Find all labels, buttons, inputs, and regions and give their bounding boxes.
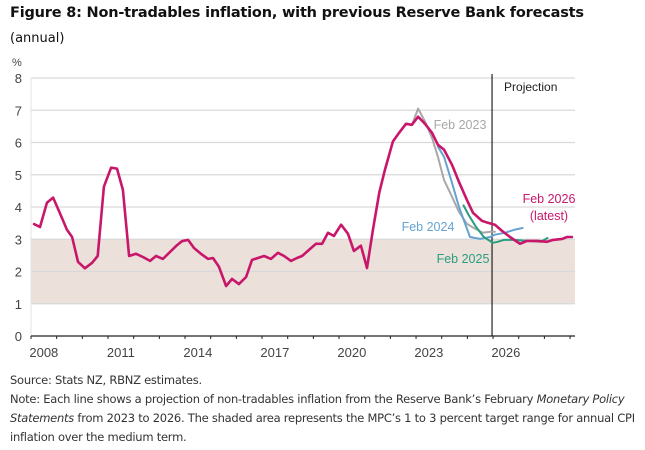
series-line-feb-2023 — [410, 107, 496, 234]
y-tick-label: 4 — [15, 200, 22, 215]
y-tick-label: 3 — [15, 232, 22, 247]
y-tick-label: 8 — [15, 71, 22, 86]
x-tick-label: 2011 — [107, 345, 135, 360]
y-tick-label: 5 — [15, 168, 22, 183]
series-line-feb-2026-latest — [32, 115, 574, 288]
series-label: Feb 2025 — [437, 252, 490, 266]
figure-title: Figure 8: Non-tradables inflation, with … — [10, 5, 584, 21]
x-axis: 2008 2011 2014 2017 2020 2023 2026 — [29, 335, 575, 360]
note-text-2: from 2023 to 2026. The shaded area repre… — [10, 411, 635, 444]
x-tick-label: 2014 — [183, 345, 212, 360]
source-note: Source: Stats NZ, RBNZ estimates. — [10, 373, 202, 387]
y-tick-label: 0 — [15, 329, 22, 344]
series-lines — [32, 107, 574, 288]
note-italic-publication: Monetary Policy Statements — [10, 392, 625, 425]
series-label: (latest) — [530, 209, 568, 223]
y-tick-label: 7 — [15, 103, 22, 118]
x-tick-label: 2023 — [414, 345, 443, 360]
footnotes: Source: Stats NZ, RBNZ estimates. Note: … — [10, 371, 640, 447]
projection-label: Projection — [504, 80, 557, 94]
y-tick-label: 6 — [15, 136, 22, 151]
x-tick-label: 2026 — [491, 345, 520, 360]
series-label: Feb 2026 — [523, 192, 576, 206]
x-tick-label: 2008 — [29, 345, 58, 360]
chart: 0 1 2 3 4 5 6 7 8 % 2008 2011 2014 2017 2020 2023 2026… — [12, 57, 576, 360]
y-tick-label: 1 — [15, 297, 22, 312]
note-text-1: Note: Each line shows a projection of no… — [10, 392, 537, 406]
x-tick-label: 2017 — [260, 345, 289, 360]
y-axis-ticks: 0 1 2 3 4 5 6 7 8 — [15, 71, 22, 344]
series-line-feb-2024 — [436, 145, 524, 240]
figure-subtitle: (annual) — [10, 31, 65, 46]
y-tick-label: 2 — [15, 265, 22, 280]
series-label: Feb 2023 — [434, 118, 487, 132]
gridlines — [31, 77, 575, 305]
y-axis-unit: % — [12, 57, 22, 69]
series-labels: Feb 2026 (latest) Feb 2023 Feb 2024 Feb 2025 — [402, 118, 576, 266]
x-tick-label: 2020 — [337, 345, 366, 360]
series-label: Feb 2024 — [402, 220, 455, 234]
explanatory-note: Note: Each line shows a projection of no… — [10, 390, 640, 447]
